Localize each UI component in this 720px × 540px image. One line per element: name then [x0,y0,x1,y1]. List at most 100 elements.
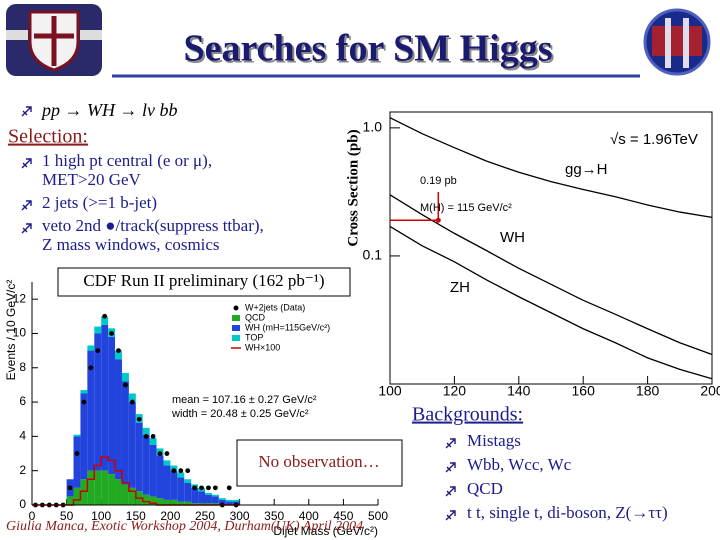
hist-bar [170,465,178,471]
y-tick-label: 0.1 [363,247,383,263]
hist-bar [101,470,109,505]
hist-bar [80,390,88,394]
curve-label: ZH [450,279,470,296]
hist-bar [73,434,81,437]
university-crest [6,4,102,76]
hist-bar [108,474,116,505]
hist-bar [121,484,129,505]
hist-bar [128,393,136,403]
hist-bar [177,477,185,502]
hist-bar [149,496,157,505]
hist-bar [184,482,192,502]
hist-bar [121,381,129,485]
data-point [109,331,114,336]
hist-bar [184,501,192,505]
curve [389,225,713,380]
legend-label: W+2jets (Data) [245,302,305,312]
hist-bar [101,324,109,471]
hist-bar [232,499,240,502]
data-point [164,451,170,456]
y-tick-label: 10 [13,326,27,340]
selection-item: 2 jets (>=1 b-jet) [42,193,157,212]
bullet-icon [445,438,456,449]
hist-bar [198,491,205,504]
x-tick-label: 120 [443,383,467,399]
x-tick-label: 180 [636,383,660,399]
hist-bar [142,427,150,435]
annotation: M(H) = 115 GeV/c² [420,202,512,214]
hist-bar [211,496,219,504]
backgrounds-panel [405,400,720,540]
cross-section-chart: 100 120 140 160 180 200 0.1 1.0 gg→H WH ZH √s = 1.9… [345,111,720,421]
hist-bar [94,470,102,505]
dijet-mass-chart: 0 50 100 150 200 250 300 350 400 450 500 0 2 4 6 8 10 12 W… [4,280,388,539]
hist-bar [94,326,102,334]
hist-bar [198,503,205,505]
marker-point [435,217,441,223]
no-observation: No observation… [258,452,379,471]
hist-bar [170,499,178,505]
hist-bar [115,479,122,505]
selection-list: 1 high pt central (e or μ), MET>20 GeV 2 j… [21,151,264,254]
hist-bar [87,345,95,351]
hist-bar [115,350,122,360]
hist-bar [205,503,212,505]
y-tick-label: 2 [19,463,26,477]
hist-bar [149,438,157,445]
hist-bar [163,465,171,500]
hist-bar [94,333,102,471]
plot-frame [389,111,713,385]
hist-bar [211,494,219,497]
data-point [129,399,135,405]
data-point [88,365,94,371]
data-point [150,433,156,439]
x-tick-label: 0 [29,509,36,523]
x-tick-label: 150 [126,509,146,523]
legend-swatch [232,325,240,331]
backgrounds-list: Mistags Wbb, Wcc, Wc QCD t t, single t, di-… [445,431,668,522]
y-axis-label: Events / 10 GeV/c² [4,280,18,381]
hist-bar [225,499,233,502]
bullet-icon [21,106,32,117]
data-point [171,468,177,474]
hist-bar [135,422,143,492]
preliminary-text: CDF Run II preliminary (162 pb⁻¹) [83,271,324,290]
stats-text: width = 20.48 ± 0.25 GeV/c² [171,408,309,420]
x-tick-label: 100 [378,383,402,399]
x-tick-label: 350 [264,509,284,523]
bullet-icon [21,158,32,169]
x-axis-label: Dijet Mass (GeV/c²) [273,524,378,538]
x-tick-label: 500 [368,509,388,523]
stats-text: mean = 107.16 ± 0.27 GeV/c² [172,394,317,406]
title-shadow: Searches for SM Higgs [185,30,554,72]
x-tick-label: 450 [333,509,353,523]
hist-bar [218,499,226,505]
curve [389,194,713,356]
selection-item: 1 high pt central (e or μ), MET>20 GeV [42,151,212,189]
legend-swatch [233,305,239,311]
preliminary-box [57,267,351,297]
hist-bar [225,501,233,505]
data-point [192,485,198,491]
background-item: Mistags [467,431,521,450]
data-point [212,485,218,491]
data-point [199,485,204,491]
legend-label: WH (mH=115GeV/c²) [245,322,330,332]
hist-bar [163,460,171,466]
hist-bar [115,359,122,480]
bullet-icon [21,223,32,234]
x-tick-label: 100 [91,509,111,523]
hist-bar [66,496,74,505]
hist-bar [177,472,185,478]
bullet-icon [21,200,32,211]
hist-bar [80,393,88,480]
bullet-icon [445,462,456,473]
hist-bar [73,436,81,488]
y-tick-label: 4 [19,429,26,443]
y-tick-label: 0 [19,497,26,511]
data-point [206,485,211,491]
hist-bar [101,316,109,325]
x-tick-label: 400 [299,509,319,523]
data-point [102,313,108,319]
